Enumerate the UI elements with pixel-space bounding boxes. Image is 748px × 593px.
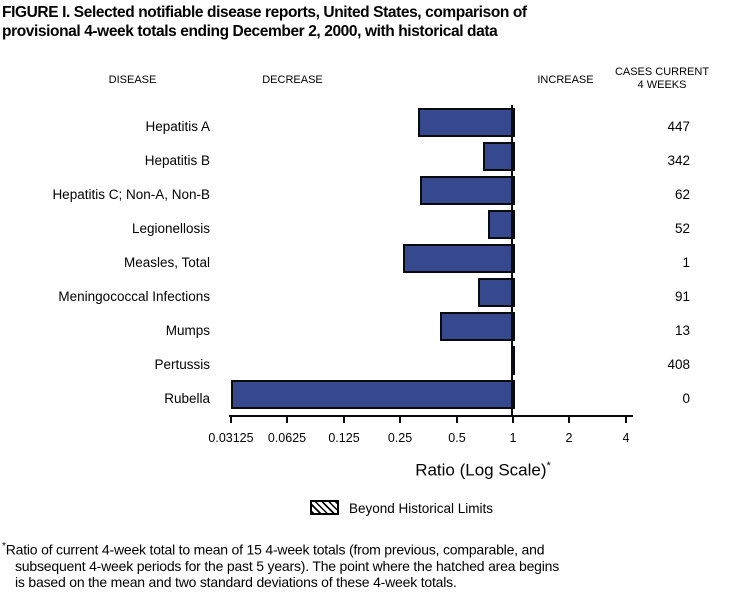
legend-hatch-swatch [310, 500, 339, 515]
figure-title-line2: provisional 4-week totals ending Decembe… [2, 23, 498, 40]
bar [440, 312, 515, 341]
bar [488, 210, 515, 239]
cases-value: 342 [667, 153, 690, 168]
footnote-line3: is based on the mean and two standard de… [15, 573, 457, 590]
footnote-line1: *Ratio of current 4-week total to mean o… [2, 541, 545, 558]
figure-title-line1: FIGURE I. Selected notifiable disease re… [2, 4, 527, 21]
disease-label: Mumps [165, 323, 210, 338]
tick-label: 0.5 [448, 431, 466, 445]
axis-tick [286, 417, 288, 423]
bar [483, 142, 515, 171]
column-header-cases: CASES CURRENT 4 WEEKS [598, 66, 726, 92]
tick-label: 1 [509, 431, 517, 445]
column-header-decrease: DECREASE [262, 74, 323, 86]
axis-tick [568, 417, 570, 423]
cases-value: 447 [667, 119, 690, 134]
x-axis-title-asterisk: * [546, 460, 551, 472]
column-header-cases-line2: 4 WEEKS [637, 79, 687, 91]
disease-label: Measles, Total [123, 255, 210, 270]
x-axis-line [229, 415, 633, 417]
tick-label: 0.25 [387, 431, 413, 445]
bar [420, 176, 515, 205]
disease-label: Pertussis [154, 357, 210, 372]
cases-value: 13 [674, 323, 690, 338]
cases-value: 408 [667, 357, 690, 372]
axis-tick [230, 417, 232, 423]
tick-label: 2 [565, 431, 573, 445]
x-axis-title-text: Ratio (Log Scale) [415, 460, 547, 480]
axis-tick [625, 417, 627, 423]
bar [231, 380, 515, 409]
column-header-cases-line1: CASES CURRENT [614, 66, 710, 78]
axis-tick [399, 417, 401, 423]
cases-value: 1 [682, 255, 690, 270]
column-header-disease: DISEASE [108, 74, 157, 86]
disease-label: Hepatitis A [145, 119, 210, 134]
cases-value: 91 [674, 289, 690, 304]
cases-value: 0 [682, 391, 690, 406]
footnote-line2: subsequent 4-week periods for the past 5… [15, 557, 560, 574]
tick-label: 0.125 [328, 431, 360, 445]
bar [403, 244, 515, 273]
disease-label: Meningococcal Infections [58, 289, 210, 304]
footnote: *Ratio of current 4-week total to mean o… [2, 539, 747, 590]
tick-label: 0.03125 [208, 431, 254, 445]
legend-label: Beyond Historical Limits [349, 501, 494, 516]
tick-label: 4 [622, 431, 630, 445]
disease-label: Legionellosis [131, 221, 210, 236]
bar [418, 108, 515, 137]
axis-tick [456, 417, 458, 423]
disease-label: Hepatitis B [144, 153, 210, 168]
column-header-increase: INCREASE [537, 74, 594, 86]
tick-label: 0.0625 [267, 431, 307, 445]
axis-tick [512, 417, 514, 423]
cases-value: 52 [674, 221, 690, 236]
figure-title: FIGURE I. Selected notifiable disease re… [2, 3, 742, 41]
disease-label: Rubella [164, 391, 210, 406]
cases-value: 62 [674, 187, 690, 202]
baseline-ratio-1-line [511, 105, 513, 417]
disease-label: Hepatitis C; Non-A, Non-B [52, 187, 210, 202]
axis-tick [343, 417, 345, 423]
bar [478, 278, 515, 307]
footnote-asterisk: * [2, 541, 6, 552]
x-axis-title: Ratio (Log Scale)* [383, 460, 583, 481]
